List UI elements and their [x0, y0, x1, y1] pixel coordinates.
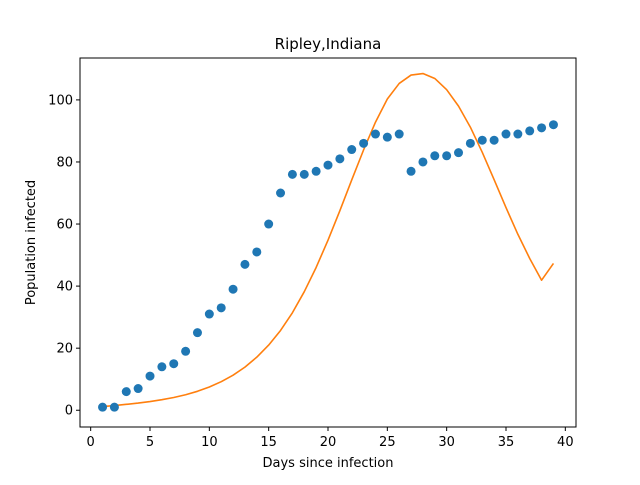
y-tick-label: 0: [65, 404, 73, 419]
data-point: [157, 362, 167, 372]
data-point: [204, 309, 214, 319]
data-point: [121, 387, 131, 397]
y-tick-label: 80: [56, 155, 73, 170]
data-point: [311, 166, 321, 176]
data-point: [406, 166, 416, 176]
data-point: [335, 154, 345, 164]
x-tick-label: 5: [146, 435, 154, 450]
model-line-series: [102, 72, 555, 408]
data-point: [240, 259, 250, 269]
data-point: [145, 371, 155, 381]
data-point: [370, 129, 380, 139]
data-point: [252, 247, 262, 257]
x-tick-label: 25: [379, 435, 396, 450]
data-point: [489, 135, 499, 145]
data-point: [109, 402, 119, 412]
x-axis-label: Days since infection: [263, 456, 394, 471]
data-point: [454, 148, 464, 158]
x-tick-label: 0: [87, 435, 95, 450]
x-tick-label: 35: [498, 435, 515, 450]
plot-frame: [79, 57, 577, 428]
data-point: [430, 151, 440, 161]
data-point: [192, 328, 202, 338]
data-point: [287, 169, 297, 179]
data-point: [525, 126, 535, 136]
data-point: [276, 188, 286, 198]
data-point: [181, 346, 191, 356]
data-point: [382, 132, 392, 142]
data-point: [323, 160, 333, 170]
y-tick-label: 60: [56, 218, 73, 233]
data-point: [133, 384, 143, 394]
y-tick-label: 100: [48, 93, 73, 108]
data-point: [501, 129, 511, 139]
data-point: [513, 129, 523, 139]
data-point: [548, 120, 558, 130]
data-point: [477, 135, 487, 145]
x-tick-label: 40: [557, 435, 574, 450]
data-point: [347, 145, 357, 155]
data-point: [359, 138, 369, 148]
data-point: [264, 219, 274, 229]
observed-scatter-series: [98, 120, 558, 412]
x-tick-label: 10: [201, 435, 218, 450]
data-point: [418, 157, 428, 167]
x-tick-label: 15: [260, 435, 277, 450]
x-axis-ticks: 0 5 10 15 20 25 30 35 40: [87, 427, 574, 450]
y-tick-label: 20: [56, 342, 73, 357]
y-axis-label: Population infected: [24, 180, 39, 305]
model-curve-line: [102, 72, 555, 408]
data-point: [442, 151, 452, 161]
chart-title: Ripley,Indiana: [275, 35, 382, 53]
data-point: [228, 284, 238, 294]
data-point: [216, 303, 226, 313]
x-tick-label: 20: [320, 435, 337, 450]
data-point: [169, 359, 179, 369]
data-point: [299, 169, 309, 179]
data-point: [394, 129, 404, 139]
y-axis-ticks: 0 20 40 60 80 100: [48, 93, 80, 419]
data-point: [537, 123, 547, 133]
y-tick-label: 40: [56, 280, 73, 295]
data-point: [98, 402, 108, 412]
x-tick-label: 30: [438, 435, 455, 450]
data-point: [465, 138, 475, 148]
